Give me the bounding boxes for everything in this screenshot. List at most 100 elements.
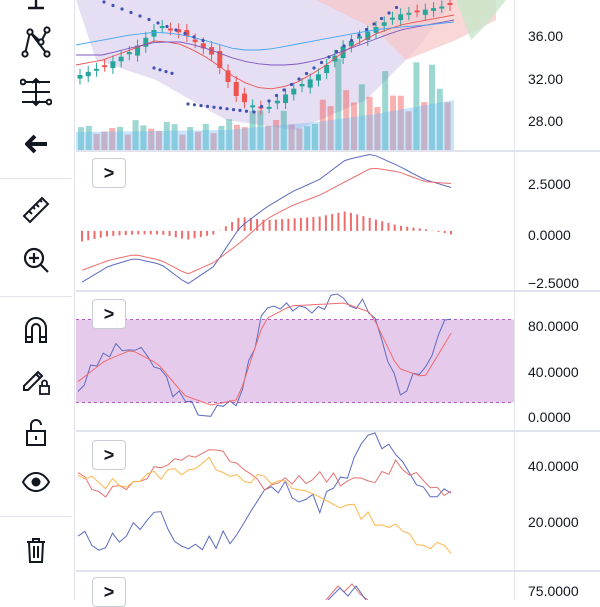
rsi-line — [77, 293, 452, 417]
candle — [283, 94, 289, 104]
measure-tool[interactable] — [14, 190, 58, 230]
parabolic-sar-dot — [312, 66, 316, 70]
volume-bar — [382, 71, 389, 150]
volume-bar — [101, 131, 108, 150]
candle — [143, 37, 149, 47]
rsi-pane[interactable] — [76, 292, 514, 430]
parabolic-sar-dot — [297, 77, 301, 81]
volume-bar — [218, 125, 225, 150]
fib-retracement-icon — [20, 77, 52, 107]
volume-bar — [187, 127, 194, 150]
macd-tick: 2.5000 — [528, 176, 571, 192]
candle — [233, 82, 239, 96]
volume-bar — [351, 102, 357, 150]
adx-line — [77, 456, 452, 554]
parabolic-sar-dot — [183, 31, 187, 36]
candle — [126, 52, 132, 55]
rsi-tick: 0.0000 — [528, 409, 571, 425]
parabolic-sar-dot — [282, 88, 286, 92]
parabolic-sar-dot — [252, 110, 256, 114]
volume-bar — [288, 124, 295, 150]
volume-bar — [405, 111, 412, 150]
volume-bar — [93, 133, 100, 150]
back-button[interactable] — [14, 124, 58, 164]
zoom-in-icon — [23, 247, 49, 273]
lock-all-drawings[interactable] — [14, 412, 58, 452]
macd-pane[interactable] — [76, 152, 514, 290]
candle — [274, 100, 280, 104]
volume-bar — [280, 110, 287, 150]
moving-average-line — [76, 19, 455, 66]
magnet-tool[interactable] — [14, 310, 58, 350]
candle — [110, 61, 116, 69]
candle — [225, 70, 231, 82]
hide-drawings[interactable] — [14, 462, 58, 502]
parabolic-sar-dot — [304, 71, 309, 76]
volume-bar — [436, 88, 443, 150]
fib-retracement-tool[interactable] — [14, 72, 58, 112]
candle — [241, 93, 247, 103]
rsi-tick: 40.0000 — [528, 364, 579, 380]
pattern-tool-icon — [21, 26, 51, 58]
parabolic-sar-dot — [334, 49, 339, 54]
drawing-toolbar — [0, 0, 75, 600]
volume-bar — [241, 127, 248, 150]
indicator-line — [327, 585, 367, 600]
parabolic-sar-dot — [379, 16, 384, 21]
candle — [266, 106, 272, 109]
collapse-pane-button[interactable]: > — [92, 299, 126, 329]
candle — [118, 56, 124, 62]
volume-bar — [85, 125, 92, 150]
pattern-tool[interactable] — [14, 22, 58, 62]
parabolic-sar-dot — [218, 106, 223, 110]
volume-bar — [163, 121, 170, 150]
macd-tick: −2.5000 — [528, 275, 579, 291]
candle — [217, 50, 223, 68]
pane-5[interactable] — [76, 572, 514, 600]
chart-area[interactable]: 36.00 32.00 28.00 > 2.5000 0.0000 −2.500… — [76, 0, 600, 607]
crosshair-tool[interactable] — [14, 0, 58, 22]
volume-ma-area — [76, 100, 454, 150]
collapse-pane-button[interactable]: > — [92, 158, 126, 188]
candle — [381, 22, 387, 26]
candle — [184, 29, 190, 36]
lock-drawings-icon — [23, 370, 50, 395]
zoom-in-tool[interactable] — [14, 240, 58, 280]
parabolic-sar-dot — [259, 104, 264, 109]
volume-bar — [124, 134, 131, 150]
remove-drawings[interactable] — [14, 530, 58, 570]
candle — [389, 17, 395, 20]
volume-bar — [296, 128, 303, 150]
lock-drawing-mode[interactable] — [14, 360, 58, 400]
parabolic-sar-dot — [238, 108, 242, 112]
candle — [291, 88, 297, 95]
volume-bar — [210, 133, 217, 150]
parabolic-sar-dot — [212, 105, 216, 109]
volume-bar — [171, 124, 178, 150]
parabolic-sar-dot — [349, 38, 354, 43]
parabolic-sar-dot — [364, 27, 369, 32]
parabolic-sar-dot — [192, 103, 197, 107]
parabolic-sar-dot — [372, 22, 376, 26]
rsi-tick: 80.0000 — [528, 318, 579, 334]
volume-bar — [343, 90, 350, 150]
candle — [422, 9, 428, 15]
dmi-pane[interactable] — [76, 432, 514, 570]
volume-bar — [312, 123, 318, 150]
parabolic-sar-dot — [174, 28, 178, 32]
volume-bar — [319, 99, 326, 150]
candle — [431, 8, 437, 11]
price-tick: 36.00 — [528, 28, 564, 44]
volume-bar — [397, 95, 404, 150]
volume-bar — [117, 126, 123, 150]
parabolic-sar-dot — [156, 21, 160, 25]
candle — [85, 71, 91, 77]
volume-bar — [257, 110, 264, 150]
candle — [192, 39, 198, 43]
candle — [151, 30, 157, 37]
candle — [447, 2, 453, 5]
parabolic-sar-dot — [120, 7, 124, 11]
price-pane[interactable] — [76, 0, 514, 150]
collapse-pane-button[interactable]: > — [92, 577, 126, 607]
collapse-pane-button[interactable]: > — [92, 440, 126, 470]
